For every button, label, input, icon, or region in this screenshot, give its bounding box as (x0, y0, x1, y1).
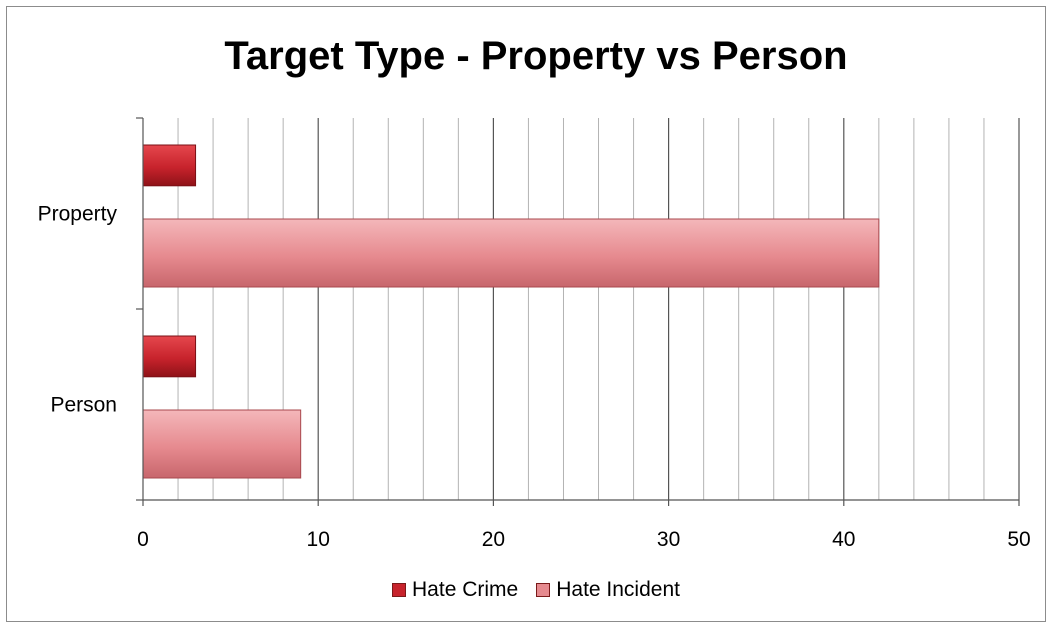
legend-swatch (536, 583, 551, 597)
x-tick-label: 40 (832, 528, 855, 551)
bar-hate-incident-person (142, 409, 302, 479)
x-tick-label: 20 (482, 528, 505, 551)
category-label: Property (38, 203, 118, 226)
legend-item: Hate Crime (392, 578, 518, 602)
category-label: Person (50, 394, 117, 417)
bar-hate-crime-person (142, 335, 197, 378)
x-tick-label: 50 (1007, 528, 1030, 551)
bar-hate-incident-property (142, 218, 880, 288)
legend-swatch (392, 583, 407, 597)
x-tick-label: 10 (307, 528, 330, 551)
bar-hate-crime-property (142, 144, 197, 187)
legend: Hate Crime Hate Incident (0, 578, 1050, 602)
x-tick-label: 0 (137, 528, 149, 551)
legend-label: Hate Incident (556, 578, 680, 601)
legend-item: Hate Incident (536, 578, 680, 602)
chart-frame (6, 6, 1046, 622)
x-tick-label: 30 (657, 528, 680, 551)
legend-label: Hate Crime (412, 578, 519, 601)
chart-title: Target Type - Property vs Person (224, 34, 848, 78)
